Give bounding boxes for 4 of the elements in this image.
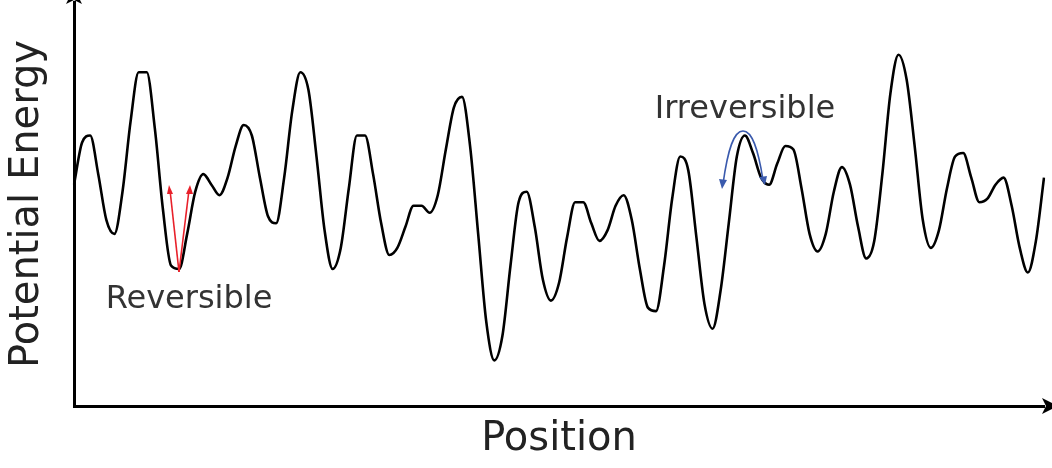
x-axis-title: Position [481, 413, 637, 460]
y-axis-title: Potential Energy [1, 40, 48, 368]
annotation: Irreversible [654, 88, 836, 127]
annotation: Reversible [105, 278, 273, 317]
